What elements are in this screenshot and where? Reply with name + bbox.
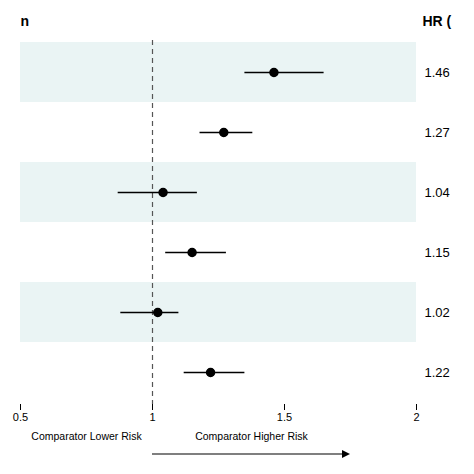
svg-text:1.27: 1.27 [425,125,450,140]
svg-text:HR (: HR ( [423,13,452,29]
svg-text:n: n [21,13,30,29]
svg-text:1.5: 1.5 [277,411,292,423]
svg-text:0.5: 0.5 [13,411,28,423]
svg-text:2: 2 [413,411,419,423]
svg-text:1.22: 1.22 [425,365,450,380]
svg-text:1: 1 [149,411,155,423]
svg-text:Comparator Higher Risk: Comparator Higher Risk [195,430,308,442]
svg-text:1.02: 1.02 [425,305,450,320]
svg-text:1.15: 1.15 [425,245,450,260]
svg-text:Comparator Lower Risk: Comparator Lower Risk [31,430,142,442]
svg-text:1.04: 1.04 [425,185,450,200]
svg-text:1.46: 1.46 [425,65,450,80]
